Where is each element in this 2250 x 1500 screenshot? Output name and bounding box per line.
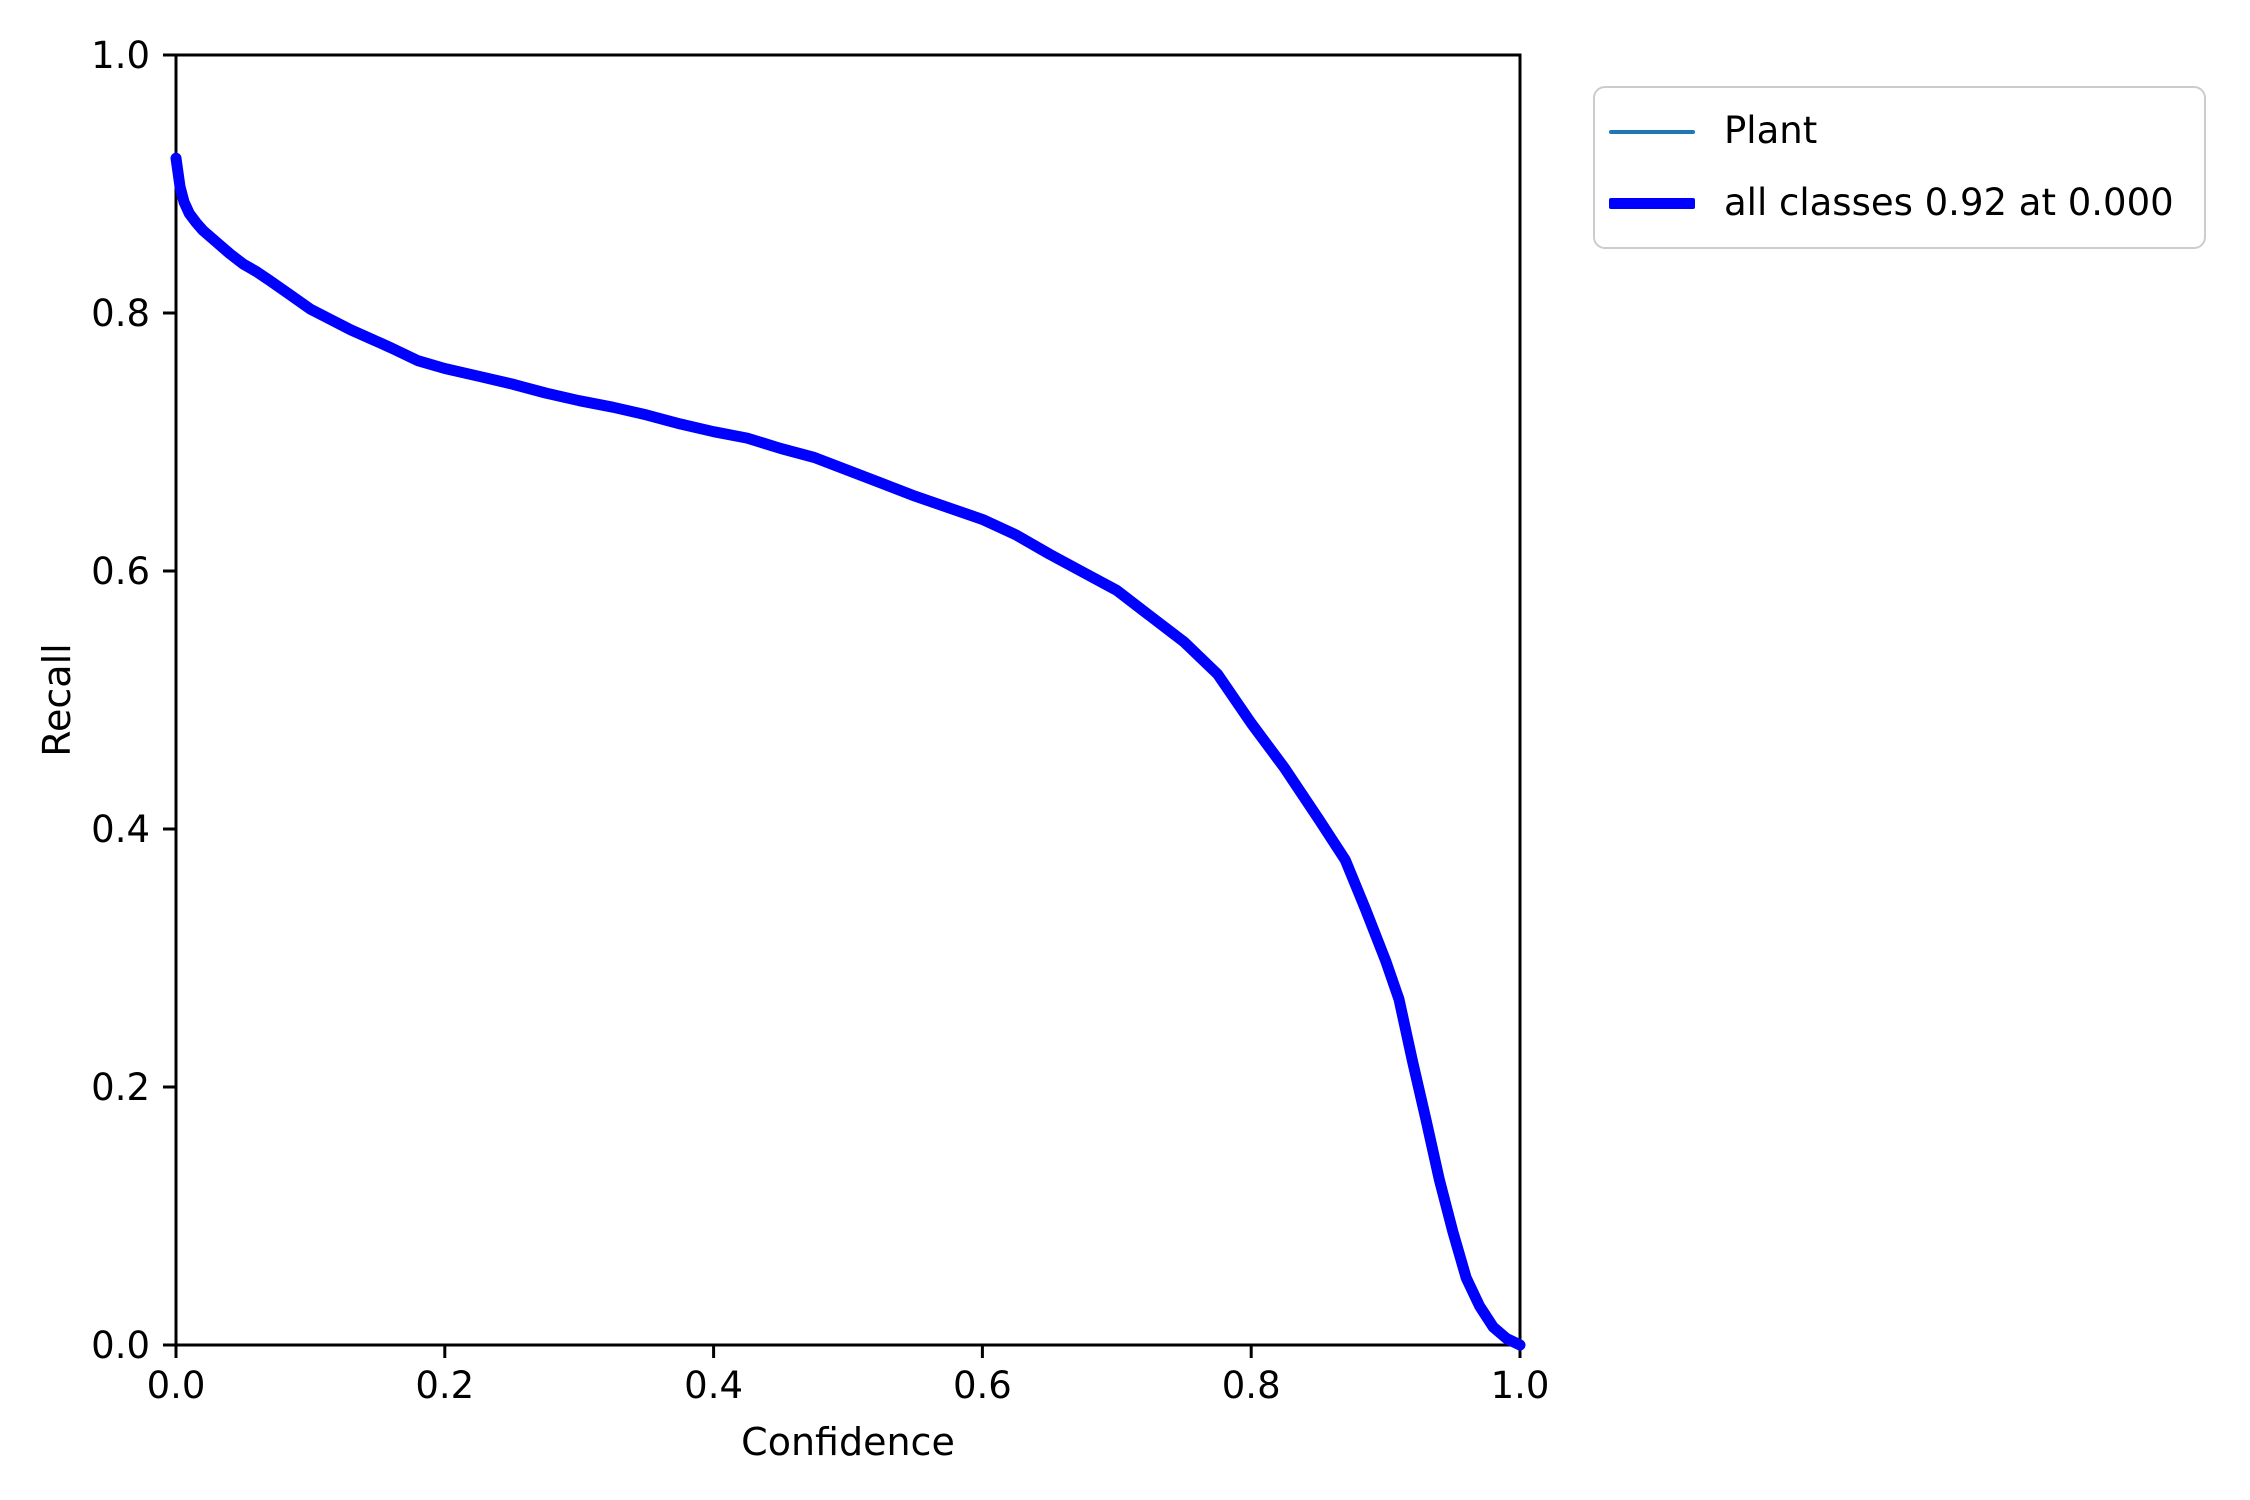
y-tick-label: 1.0 [91, 34, 150, 77]
legend-entry-all-classes: all classes 0.92 at 0.000 [1609, 169, 2194, 237]
y-tick-label: 0.6 [91, 550, 150, 593]
x-tick-label: 0.4 [684, 1364, 743, 1407]
x-tick-label: 0.0 [147, 1364, 206, 1407]
legend-line-swatch-plant [1609, 129, 1695, 134]
legend-box: Plant all classes 0.92 at 0.000 [1593, 86, 2206, 249]
series-line-1 [170, 152, 1526, 1351]
x-tick-label: 0.6 [953, 1364, 1012, 1407]
legend-line-swatch-all-classes [1609, 197, 1695, 209]
x-axis-title: Confidence [741, 1420, 955, 1464]
legend-label-plant: Plant [1724, 109, 1818, 153]
x-tick-label: 1.0 [1491, 1364, 1550, 1407]
legend-entry-plant: Plant [1609, 98, 2194, 166]
x-tick-label: 0.2 [415, 1364, 474, 1407]
plot-frame [174, 53, 1522, 1347]
y-axis-title: Recall [35, 643, 79, 757]
y-tick-label: 0.8 [91, 292, 150, 335]
x-tick-label: 0.8 [1222, 1364, 1281, 1407]
y-tick-label: 0.0 [91, 1324, 150, 1367]
y-tick-label: 0.2 [91, 1066, 150, 1109]
y-tick-label: 0.4 [91, 808, 150, 851]
legend-label-all-classes: all classes 0.92 at 0.000 [1724, 180, 2174, 224]
